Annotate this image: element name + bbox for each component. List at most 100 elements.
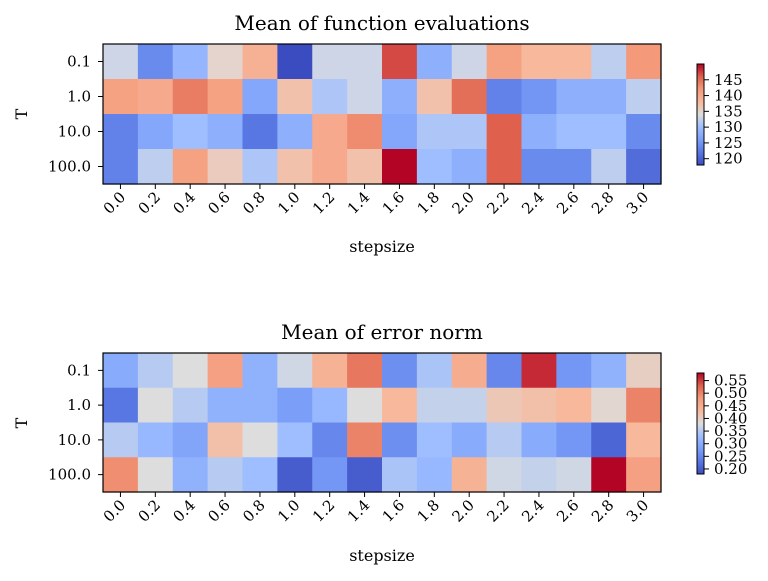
- heatmap-cell: [277, 149, 313, 185]
- x-tick-label: 1.0: [274, 188, 304, 218]
- x-tick-label: 0.2: [135, 496, 165, 526]
- heatmap-cell: [277, 114, 313, 150]
- x-tick-label: 2.2: [483, 188, 513, 218]
- heatmap-cell: [103, 353, 139, 389]
- heatmap-cell: [347, 387, 383, 424]
- heatmap-cell: [556, 353, 592, 389]
- heatmap-cell: [416, 387, 453, 424]
- x-tick-label: 2.8: [588, 496, 618, 526]
- heatmap-cell: [382, 387, 418, 424]
- x-tick-label: 0.4: [169, 496, 199, 526]
- x-tick-label: 2.4: [518, 496, 548, 526]
- heatmap-cell: [451, 387, 488, 424]
- heatmap-cell: [591, 457, 627, 493]
- heatmap-cell: [207, 114, 244, 150]
- heatmap-cell: [242, 114, 278, 150]
- heatmap-cell: [591, 149, 627, 185]
- heatmap-cell: [242, 457, 278, 493]
- heatmap-cell: [591, 44, 627, 80]
- heatmap-cell: [172, 149, 209, 185]
- heatmap-cell: [416, 422, 453, 458]
- heatmap-cell: [486, 387, 523, 424]
- heatmap-cell: [137, 387, 174, 424]
- colorbar-tick-label: 140: [714, 87, 743, 105]
- heatmap-cell: [556, 457, 592, 493]
- heatmap-cell: [591, 387, 627, 424]
- heatmap-cell: [626, 44, 662, 80]
- x-axis-ticks: 0.0 0.2 0.4 0.6 0.8 1.0 1.2 1.4 1.6 1.8 2.0 2.2 2.4 2…: [100, 492, 652, 526]
- colorbar-tick-label: 0.45: [714, 397, 747, 415]
- heatmap-cell: [416, 79, 453, 115]
- heatmap-cell: [312, 457, 348, 493]
- heatmap-cell: [486, 149, 523, 185]
- heatmap-cell: [382, 457, 418, 493]
- x-tick-label: 0.6: [204, 496, 234, 526]
- heatmap-cell: [451, 149, 488, 185]
- heatmap-cell: [451, 457, 488, 493]
- heatmap-cell: [521, 353, 557, 389]
- heatmap-cell: [556, 422, 592, 458]
- colorbar-tick-label: 0.30: [714, 435, 747, 453]
- heatmap-cell: [591, 114, 627, 150]
- heatmap-cell: [207, 353, 244, 389]
- heatmap-cell: [521, 44, 557, 80]
- chart-title: Mean of error norm: [281, 320, 483, 344]
- heatmap-cell: [626, 457, 662, 493]
- heatmap-cell: [312, 79, 348, 115]
- y-tick-label: 1.0: [67, 88, 91, 106]
- heatmap-cell: [137, 44, 174, 80]
- heatmap-cell: [242, 387, 278, 424]
- heatmap-cells: [103, 353, 662, 493]
- colorbar: 0.200.250.300.350.400.450.500.55: [696, 372, 747, 478]
- heatmap-cell: [521, 79, 557, 115]
- y-tick-label: 0.1: [67, 53, 91, 71]
- heatmap-cell: [242, 353, 278, 389]
- x-tick-label: 0.8: [239, 188, 269, 218]
- heatmap-cell: [347, 457, 383, 493]
- heatmap-cell: [103, 44, 139, 80]
- heatmap-cell: [451, 79, 488, 115]
- heatmap-cell: [312, 114, 348, 150]
- heatmap-cell: [347, 422, 383, 458]
- x-tick-label: 0.6: [204, 188, 234, 218]
- heatmap-cell: [172, 387, 209, 424]
- heatmap-cell: [207, 457, 244, 493]
- heatmap-cell: [382, 422, 418, 458]
- heatmap-cell: [347, 44, 383, 80]
- x-tick-label: 0.4: [169, 188, 199, 218]
- heatmap-cell: [347, 114, 383, 150]
- colorbar-tick-label: 135: [714, 102, 743, 120]
- plot-frame: [102, 43, 662, 185]
- heatmap-cell: [103, 149, 139, 185]
- heatmap-cell: [416, 353, 453, 389]
- heatmap-cell: [486, 422, 523, 458]
- colorbar-gradient: [696, 372, 705, 475]
- x-tick-label: 0.0: [100, 188, 130, 218]
- heatmap-cell: [137, 114, 174, 150]
- heatmap-cell: [207, 422, 244, 458]
- heatmap-cell: [416, 114, 453, 150]
- x-tick-label: 2.6: [553, 496, 583, 526]
- x-tick-label: 1.6: [379, 496, 409, 526]
- heatmap-cell: [312, 149, 348, 185]
- x-tick-label: 2.4: [518, 188, 548, 218]
- colorbar-tick-label: 0.25: [714, 447, 747, 465]
- heatmap-cell: [277, 422, 313, 458]
- heatmap-cell: [556, 44, 592, 80]
- heatmap-cell: [382, 114, 418, 150]
- x-tick-label: 2.2: [483, 496, 513, 526]
- heatmap-cell: [626, 149, 662, 185]
- heatmap-cell: [626, 422, 662, 458]
- heatmap-cell: [416, 457, 453, 493]
- y-axis-label: T: [12, 108, 31, 119]
- heatmap-cell: [207, 387, 244, 424]
- colorbar-tick-label: 0.55: [714, 372, 747, 390]
- heatmap-cell: [172, 457, 209, 493]
- heatmap-cell: [416, 149, 453, 185]
- heatmap-cell: [451, 114, 488, 150]
- heatmap-cell: [137, 353, 174, 389]
- y-axis-label: T: [12, 417, 31, 428]
